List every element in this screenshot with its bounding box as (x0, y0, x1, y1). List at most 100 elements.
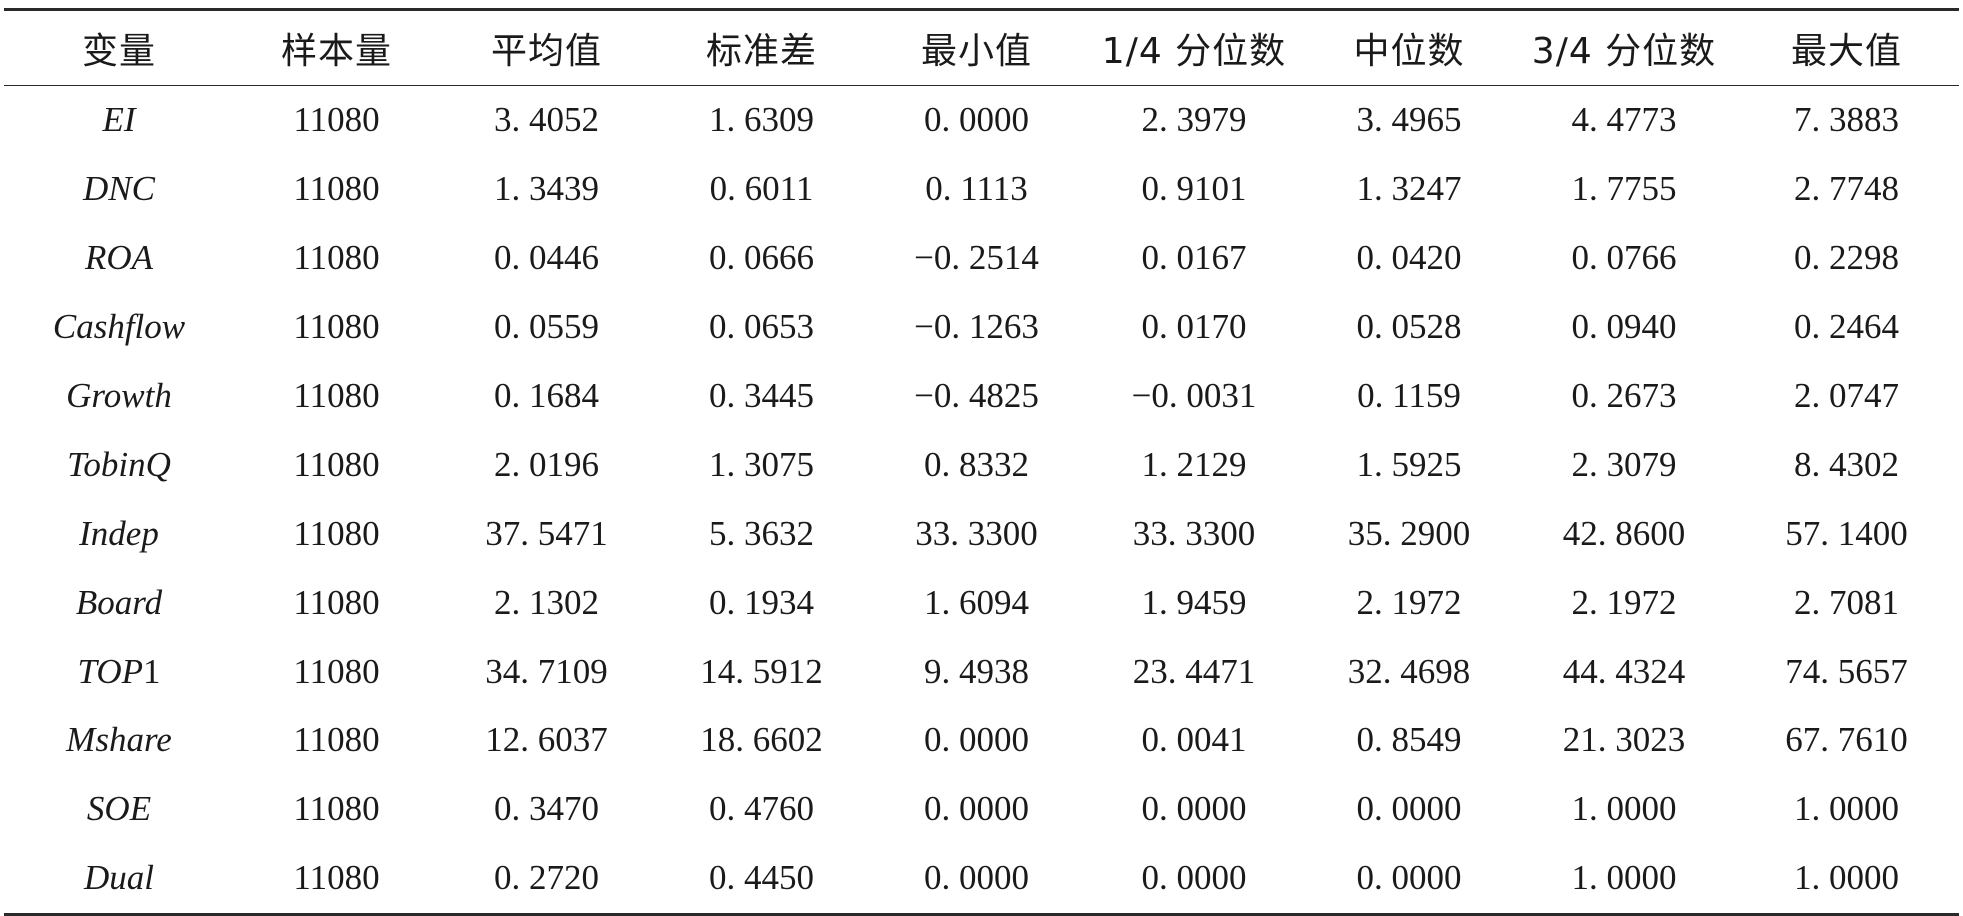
cell-sample-size: 11080 (293, 100, 380, 140)
header-mean: 平均值 (490, 31, 602, 72)
variable-name: SOE (86, 789, 152, 829)
cell-max: 74. 5657 (1785, 651, 1908, 691)
cell-sample-size: 11080 (293, 720, 380, 760)
cell-std-dev: 0. 4450 (709, 858, 814, 898)
variable-name: Mshare (66, 720, 172, 760)
cell-first-quartile: 33. 3300 (1132, 513, 1256, 553)
cell-median: 0. 0000 (1356, 789, 1462, 829)
cell-std-dev: 5. 3632 (709, 513, 814, 553)
variable-name: ROA (84, 238, 154, 278)
cell-min: 0. 0000 (924, 789, 1029, 829)
table-row: EI 11080 3. 4052 1. 6309 0. 0000 2. 3979… (4, 86, 1959, 155)
cell-median: 0. 0000 (1356, 858, 1462, 898)
cell-std-dev: 14. 5912 (700, 651, 823, 691)
cell-std-dev: 1. 6309 (709, 100, 814, 140)
header-third-quartile: 3/4 分位数 (1531, 31, 1717, 72)
header-min: 最小值 (920, 31, 1032, 72)
cell-sample-size: 11080 (293, 513, 380, 553)
cell-median: 0. 1159 (1357, 376, 1461, 415)
cell-std-dev: 18. 6602 (700, 720, 823, 760)
cell-max: 2. 7748 (1794, 169, 1899, 209)
cell-mean: 2. 0196 (494, 444, 599, 484)
cell-mean: 37. 5471 (485, 513, 608, 553)
variable-name: Indep (79, 513, 159, 553)
variable-name: Board (75, 582, 163, 622)
header-first-quartile: 1/4 分位数 (1101, 31, 1287, 72)
cell-third-quartile: 0. 0940 (1571, 307, 1677, 347)
variable-name: TobinQ (67, 444, 171, 484)
header-std-dev: 标准差 (705, 31, 817, 72)
cell-first-quartile: 23. 4471 (1132, 651, 1256, 691)
cell-min: 0. 0000 (924, 858, 1029, 898)
cell-sample-size: 11080 (293, 238, 380, 278)
cell-max: 2. 7081 (1794, 582, 1899, 622)
table-row: Indep 11080 37. 5471 5. 3632 33. 3300 33… (4, 499, 1959, 568)
variable-name: DNC (83, 169, 155, 209)
cell-mean: 2. 1302 (494, 582, 599, 622)
cell-min: −0. 2514 (914, 238, 1039, 278)
cell-third-quartile: 42. 8600 (1562, 513, 1686, 553)
cell-third-quartile: 1. 0000 (1571, 858, 1677, 898)
cell-first-quartile: 1. 2129 (1141, 444, 1247, 484)
cell-third-quartile: 0. 0766 (1571, 238, 1677, 278)
cell-mean: 0. 2720 (494, 858, 599, 898)
cell-max: 0. 2298 (1794, 238, 1899, 278)
header-max: 最大值 (1790, 31, 1902, 72)
table-row: Dual 11080 0. 2720 0. 4450 0. 0000 0. 00… (4, 844, 1959, 915)
cell-median: 32. 4698 (1347, 651, 1471, 691)
cell-min: −0. 4825 (914, 376, 1039, 415)
table-body: EI 11080 3. 4052 1. 6309 0. 0000 2. 3979… (4, 86, 1959, 915)
cell-mean: 0. 3470 (494, 789, 599, 829)
cell-mean: 0. 0559 (494, 307, 599, 347)
variable-name: Growth (66, 376, 172, 415)
table-row: TobinQ 11080 2. 0196 1. 3075 0. 8332 1. … (4, 430, 1959, 499)
cell-max: 57. 1400 (1785, 513, 1908, 553)
cell-std-dev: 0. 0653 (709, 307, 814, 347)
cell-median: 0. 0528 (1356, 307, 1462, 347)
cell-first-quartile: 0. 0167 (1141, 238, 1247, 278)
cell-std-dev: 0. 6011 (709, 169, 814, 209)
cell-sample-size: 11080 (293, 376, 380, 415)
cell-min: 0. 0000 (924, 720, 1029, 760)
header-row: 变量 样本量 平均值 标准差 最小值 1/4 分位数 中位数 3/4 分位数 最… (4, 9, 1959, 86)
cell-sample-size: 11080 (293, 858, 380, 898)
cell-third-quartile: 4. 4773 (1571, 100, 1677, 140)
cell-sample-size: 11080 (293, 651, 380, 691)
cell-max: 2. 0747 (1794, 376, 1899, 415)
cell-median: 0. 0420 (1356, 238, 1462, 278)
cell-third-quartile: 44. 4324 (1562, 651, 1686, 691)
cell-first-quartile: −0. 0031 (1131, 376, 1257, 415)
cell-first-quartile: 0. 0000 (1141, 858, 1247, 898)
variable-name: Cashflow (52, 307, 186, 347)
table-row: Mshare 11080 12. 6037 18. 6602 0. 0000 0… (4, 706, 1959, 775)
cell-min: 9. 4938 (924, 651, 1029, 691)
table-row: Growth 11080 0. 1684 0. 3445 −0. 4825 −0… (4, 362, 1959, 431)
cell-min: 33. 3300 (915, 513, 1038, 553)
cell-sample-size: 11080 (293, 789, 380, 829)
cell-first-quartile: 0. 0041 (1141, 720, 1247, 760)
cell-third-quartile: 0. 2673 (1571, 376, 1677, 415)
cell-max: 1. 0000 (1794, 858, 1899, 898)
cell-std-dev: 0. 3445 (709, 376, 814, 415)
table-row: Cashflow 11080 0. 0559 0. 0653 −0. 1263 … (4, 293, 1959, 362)
table-row: SOE 11080 0. 3470 0. 4760 0. 0000 0. 000… (4, 775, 1959, 844)
cell-min: 0. 1113 (925, 169, 1028, 209)
cell-mean: 0. 0446 (494, 238, 599, 278)
cell-std-dev: 0. 0666 (709, 238, 814, 278)
cell-median: 1. 3247 (1356, 169, 1462, 209)
cell-third-quartile: 2. 1972 (1571, 582, 1677, 622)
table-header: 变量 样本量 平均值 标准差 最小值 1/4 分位数 中位数 3/4 分位数 最… (4, 9, 1959, 86)
cell-first-quartile: 1. 9459 (1141, 582, 1247, 622)
cell-median: 3. 4965 (1356, 100, 1462, 140)
cell-std-dev: 0. 1934 (709, 582, 814, 622)
cell-median: 2. 1972 (1356, 582, 1462, 622)
variable-name-suffix: 1 (143, 651, 161, 691)
cell-max: 1. 0000 (1794, 789, 1899, 829)
cell-sample-size: 11080 (293, 169, 380, 209)
table-row: TOP1 11080 34. 7109 14. 5912 9. 4938 23.… (4, 637, 1959, 706)
cell-std-dev: 0. 4760 (709, 789, 814, 829)
cell-sample-size: 11080 (293, 307, 380, 347)
cell-third-quartile: 2. 3079 (1571, 444, 1677, 484)
cell-min: −0. 1263 (914, 307, 1039, 347)
table-row: ROA 11080 0. 0446 0. 0666 −0. 2514 0. 01… (4, 224, 1959, 293)
